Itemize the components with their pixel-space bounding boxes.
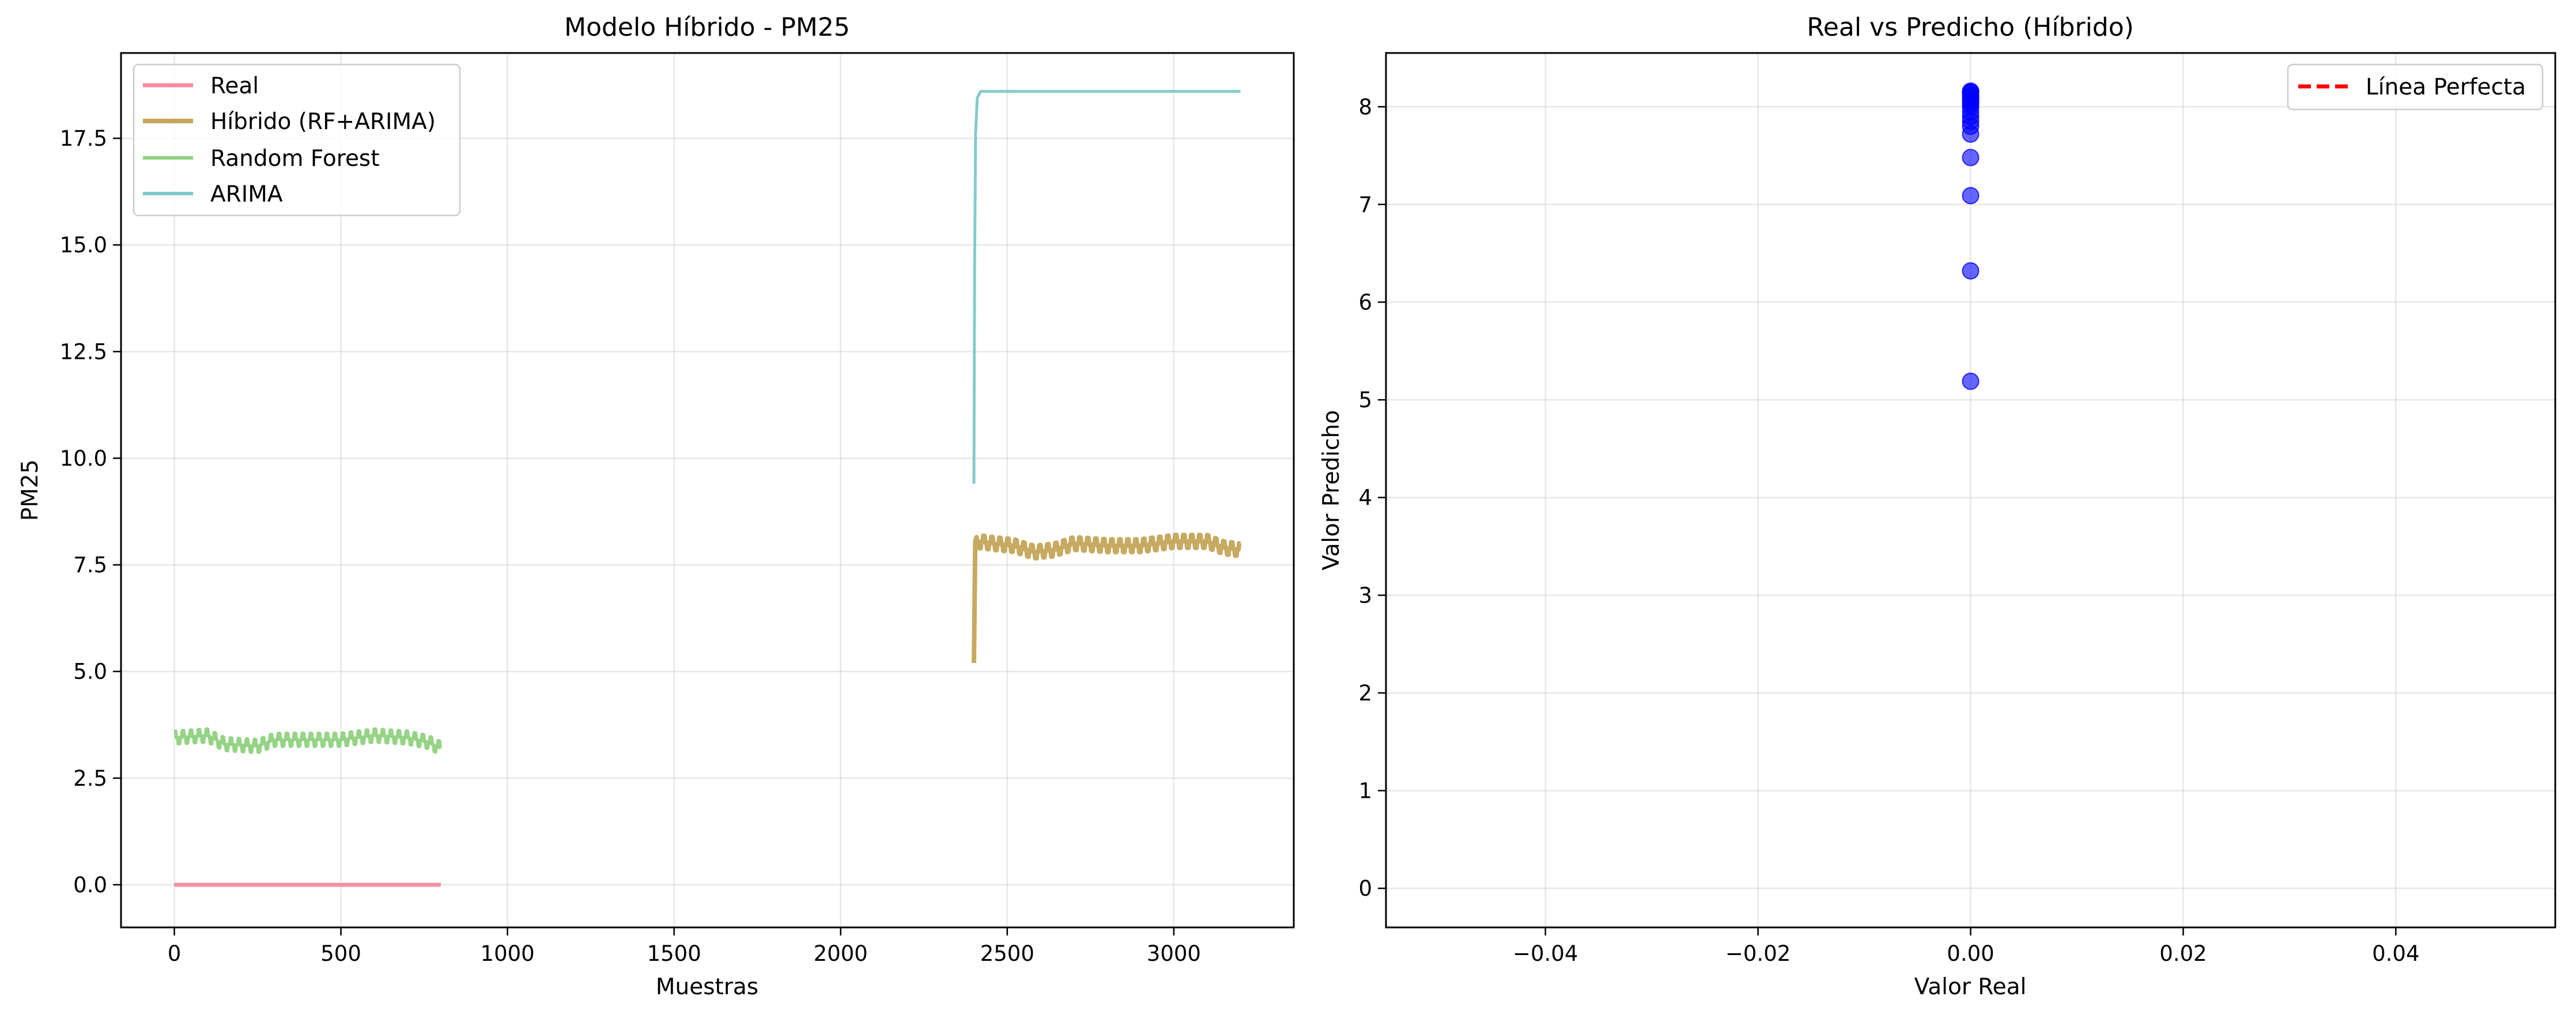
line-chart-panel: Modelo Híbrido - PM25 0 500 1000 1500 2000 25… bbox=[17, 13, 1295, 1000]
legend-entry-linea-perfecta: Línea Perfecta bbox=[2298, 74, 2526, 100]
legend-entry-real: Real bbox=[143, 73, 259, 99]
scatter-chart-y-tick-label: 1 bbox=[1358, 779, 1372, 804]
legend-label-arima: ARIMA bbox=[210, 181, 283, 207]
line-chart-y-tick-label: 2.5 bbox=[73, 766, 107, 791]
legend-entry-hibrido: Híbrido (RF+ARIMA) bbox=[143, 109, 436, 135]
scatter-chart-y-ticks: 0 1 2 3 4 5 6 7 8 bbox=[1358, 94, 1386, 901]
line-chart-series bbox=[173, 90, 1242, 887]
scatter-chart-x-axis-label: Valor Real bbox=[1914, 974, 2027, 1000]
scatter-point bbox=[1962, 82, 1980, 100]
line-chart-legend-box bbox=[133, 63, 461, 217]
scatter-chart-x-tick-label: 0.04 bbox=[2372, 941, 2419, 966]
scatter-chart-x-tick-label: 0.00 bbox=[1947, 941, 1994, 966]
line-chart-y-axis-label: PM25 bbox=[17, 460, 43, 521]
line-chart-grid bbox=[121, 53, 1294, 927]
line-chart-legend: Real Híbrido (RF+ARIMA) Random Forest AR… bbox=[133, 63, 461, 217]
line-chart-y-tick-label: 15.0 bbox=[60, 233, 107, 257]
series-line-random-forest bbox=[173, 727, 442, 754]
scatter-chart-x-tick-label: −0.04 bbox=[1513, 941, 1578, 966]
line-chart-y-ticks: 0.0 2.5 5.0 7.5 10.0 12.5 15.0 17.5 bbox=[60, 126, 121, 897]
scatter-chart-x-tick-label: 0.02 bbox=[2159, 941, 2207, 966]
scatter-chart-y-tick-label: 6 bbox=[1358, 290, 1372, 315]
line-chart-plot-frame bbox=[120, 52, 1295, 929]
scatter-chart-y-tick-label: 8 bbox=[1358, 94, 1372, 119]
scatter-point bbox=[1962, 262, 1980, 280]
scatter-chart-legend: Línea Perfecta bbox=[2287, 63, 2544, 111]
legend-label-random-forest: Random Forest bbox=[210, 146, 380, 172]
legend-label-linea-perfecta: Línea Perfecta bbox=[2366, 74, 2526, 100]
scatter-chart-title: Real vs Predicho (Híbrido) bbox=[1807, 13, 2134, 42]
scatter-chart-y-tick-label: 0 bbox=[1358, 876, 1372, 901]
scatter-chart-y-tick-label: 4 bbox=[1358, 486, 1372, 510]
line-chart-y-tick-label: 5.0 bbox=[73, 660, 107, 684]
scatter-chart-points bbox=[1962, 82, 1980, 390]
scatter-chart-legend-box bbox=[2287, 63, 2544, 111]
scatter-chart-y-axis-label: Valor Predicho bbox=[1319, 410, 1344, 570]
legend-entry-random-forest: Random Forest bbox=[143, 146, 380, 172]
line-chart-y-tick-label: 12.5 bbox=[60, 339, 107, 364]
scatter-chart-y-tick-label: 3 bbox=[1358, 583, 1372, 608]
scatter-chart-x-tick-label: −0.02 bbox=[1725, 941, 1791, 966]
scatter-chart-y-tick-label: 7 bbox=[1358, 192, 1372, 217]
line-chart-x-ticks: 0 500 1000 1500 2000 2500 3000 bbox=[168, 927, 1201, 966]
scatter-point bbox=[1962, 372, 1980, 390]
line-chart-x-tick-label: 500 bbox=[320, 941, 361, 966]
line-chart-y-tick-label: 17.5 bbox=[60, 126, 107, 151]
series-line-arima bbox=[972, 90, 1241, 484]
series-line-h-brido-rf-arima bbox=[972, 532, 1242, 663]
scatter-chart-panel: Real vs Predicho (Híbrido) −0.04 −0.02 0.0… bbox=[1319, 13, 2556, 1000]
scatter-point bbox=[1962, 187, 1980, 204]
legend-label-hibrido: Híbrido (RF+ARIMA) bbox=[210, 109, 436, 135]
line-chart-y-tick-label: 10.0 bbox=[60, 446, 107, 471]
line-chart-x-tick-label: 2000 bbox=[814, 941, 868, 966]
scatter-chart-x-ticks: −0.04 −0.02 0.00 0.02 0.04 bbox=[1513, 927, 2420, 966]
scatter-point bbox=[1962, 149, 1980, 166]
line-chart-x-tick-label: 3000 bbox=[1147, 941, 1201, 966]
legend-entry-arima: ARIMA bbox=[143, 181, 283, 207]
line-chart-x-tick-label: 2500 bbox=[980, 941, 1034, 966]
scatter-chart-y-tick-label: 2 bbox=[1358, 681, 1372, 706]
legend-label-real: Real bbox=[210, 73, 259, 99]
line-chart-x-tick-label: 0 bbox=[168, 941, 182, 966]
line-chart-title: Modelo Híbrido - PM25 bbox=[564, 13, 850, 42]
line-chart-y-tick-label: 7.5 bbox=[73, 553, 107, 578]
scatter-chart-y-tick-label: 5 bbox=[1358, 388, 1372, 412]
line-chart-x-tick-label: 1000 bbox=[481, 941, 535, 966]
line-chart-x-tick-label: 1500 bbox=[647, 941, 701, 966]
line-chart-x-axis-label: Muestras bbox=[656, 974, 758, 1000]
line-chart-y-tick-label: 0.0 bbox=[73, 873, 107, 897]
